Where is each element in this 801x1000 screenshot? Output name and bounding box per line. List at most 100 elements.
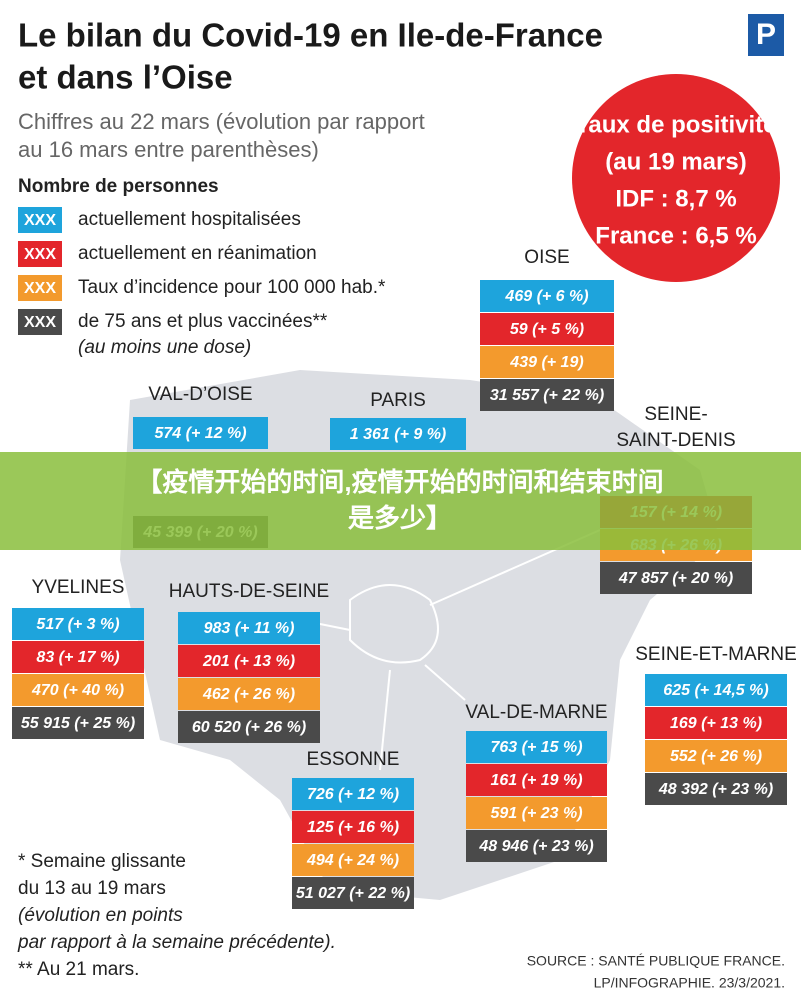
value-row: [133, 417, 268, 449]
value-text: 470 (+ 40 %): [31, 682, 124, 699]
value-row: [178, 678, 320, 710]
value-text: 439 (+ 19): [509, 354, 583, 371]
department-name: SAINT-DENIS: [616, 430, 735, 451]
department-name: YVELINES: [32, 577, 125, 598]
value-text: 161 (+ 19 %): [490, 772, 582, 789]
source: LP/INFOGRAPHIE. 23/3/2021.: [594, 975, 785, 991]
department-name: VAL-DE-MARNE: [465, 702, 607, 723]
source: SOURCE : SANTÉ PUBLIQUE FRANCE.: [527, 953, 785, 969]
value-text: 83 (+ 17 %): [36, 649, 119, 666]
value-row: [480, 313, 614, 345]
legend-swatch-text: XXX: [24, 314, 56, 331]
value-text: 726 (+ 12 %): [307, 786, 399, 803]
value-text: 47 857 (+ 20 %): [618, 570, 733, 587]
positivity-text: IDF : 8,7 %: [615, 185, 736, 212]
footnote: ** Au 21 mars.: [18, 959, 139, 980]
department-name: PARIS: [370, 390, 426, 411]
value-row: [12, 707, 144, 739]
value-row: [12, 641, 144, 673]
positivity-text: (au 19 mars): [605, 148, 746, 175]
legend-swatch-text: XXX: [24, 280, 56, 297]
value-row: [480, 346, 614, 378]
value-text: 469 (+ 6 %): [504, 288, 588, 305]
title: Le bilan du Covid-19 en Ile-de-France: [18, 17, 603, 54]
value-row: [645, 674, 787, 706]
value-text: 462 (+ 26 %): [202, 686, 295, 703]
value-row: [12, 674, 144, 706]
legend-swatch: [18, 241, 62, 267]
value-text: 51 027 (+ 22 %): [296, 885, 410, 902]
logo: [748, 14, 784, 56]
legend-note: (au moins une dose): [78, 337, 251, 358]
value-text: 591 (+ 23 %): [490, 805, 582, 822]
value-row: [178, 612, 320, 644]
value-text: 552 (+ 26 %): [670, 748, 762, 765]
footnote: (évolution en points: [18, 905, 183, 926]
value-text: 517 (+ 3 %): [36, 616, 119, 633]
value-text: 1 361 (+ 9 %): [350, 426, 447, 443]
value-row: [480, 280, 614, 312]
value-row: [292, 844, 414, 876]
value-row: [466, 797, 607, 829]
value-row: [330, 418, 466, 450]
value-row: [292, 877, 414, 909]
value-text: 31 557 (+ 22 %): [490, 387, 604, 404]
value-text: 625 (+ 14,5 %): [663, 682, 768, 699]
legend-heading: Nombre de personnes: [18, 176, 219, 197]
footnote: par rapport à la semaine précédente).: [17, 932, 336, 953]
footnote: du 13 au 19 mars: [18, 878, 166, 899]
value-row: [466, 830, 607, 862]
value-row: [466, 764, 607, 796]
positivity-circle: [572, 74, 780, 282]
value-text: 48 392 (+ 23 %): [658, 781, 773, 798]
banner-text: 是多少】: [348, 503, 452, 533]
value-text: 983 (+ 11 %): [204, 620, 295, 637]
value-text: 59 (+ 5 %): [510, 321, 584, 338]
legend-text: de 75 ans et plus vaccinées**: [78, 311, 328, 332]
legend-swatch-text: XXX: [24, 212, 56, 229]
banner: [0, 452, 801, 550]
legend-swatch-text: XXX: [24, 246, 56, 263]
banner-text: 【疫情开始的时间,疫情开始的时间和结束时间: [136, 467, 663, 497]
department-name: VAL-D’OISE: [148, 384, 252, 405]
legend-text: actuellement en réanimation: [78, 243, 317, 264]
department-name: SEINE-: [644, 404, 707, 425]
value-text: 169 (+ 13 %): [670, 715, 762, 732]
value-row: [178, 645, 320, 677]
department-name: ESSONNE: [307, 749, 400, 770]
value-row: [178, 711, 320, 743]
value-text: 55 915 (+ 25 %): [21, 715, 135, 732]
department-name: HAUTS-DE-SEINE: [169, 581, 329, 602]
value-text: 574 (+ 12 %): [154, 425, 246, 442]
value-text: 763 (+ 15 %): [490, 739, 582, 756]
value-row: [12, 608, 144, 640]
value-row: [292, 811, 414, 843]
value-text: 201 (+ 13 %): [202, 653, 295, 670]
value-text: 125 (+ 16 %): [307, 819, 399, 836]
department-name: OISE: [524, 247, 569, 268]
subtitle: au 16 mars entre parenthèses): [18, 137, 319, 162]
value-text: 48 946 (+ 23 %): [478, 838, 593, 855]
legend-text: Taux d’incidence pour 100 000 hab.*: [78, 277, 386, 298]
value-row: [466, 731, 607, 763]
value-row: [645, 773, 787, 805]
value-row: [645, 707, 787, 739]
department-name: SEINE-ET-MARNE: [635, 644, 797, 665]
logo-text: P: [756, 18, 776, 51]
legend-text: actuellement hospitalisées: [78, 209, 301, 230]
title: et dans l’Oise: [18, 59, 233, 96]
value-row: [600, 562, 752, 594]
legend-swatch: [18, 275, 62, 301]
value-text: 60 520 (+ 26 %): [192, 719, 306, 736]
subtitle: Chiffres au 22 mars (évolution par rappo…: [18, 109, 425, 134]
legend-swatch: [18, 309, 62, 335]
positivity-text: Taux de positivité: [576, 111, 777, 138]
value-text: 494 (+ 24 %): [306, 852, 399, 869]
value-row: [645, 740, 787, 772]
value-row: [292, 778, 414, 810]
map-borders: [299, 529, 601, 771]
legend-swatch: [18, 207, 62, 233]
value-row: [480, 379, 614, 411]
footnote: * Semaine glissante: [18, 851, 186, 872]
